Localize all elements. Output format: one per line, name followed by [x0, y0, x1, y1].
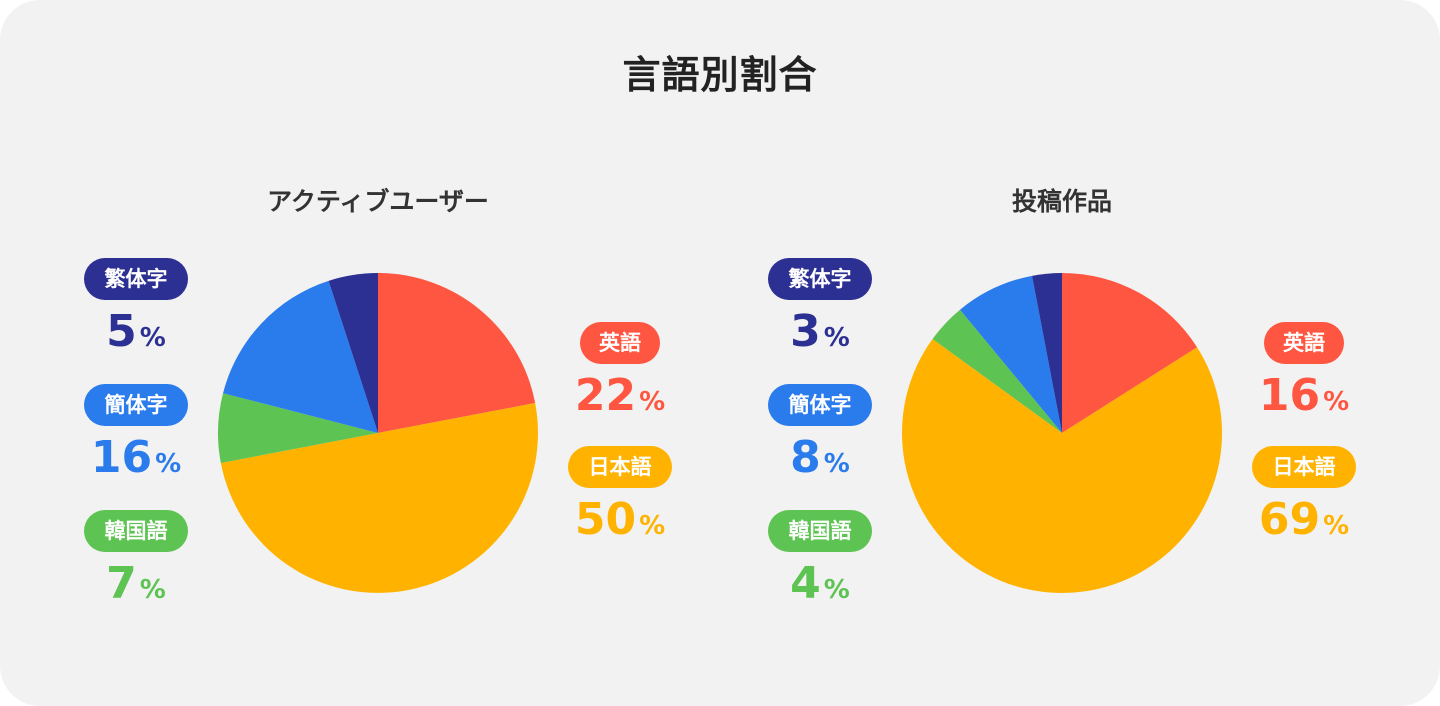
legend-pill-japanese: 日本語	[1252, 446, 1356, 488]
value-english: 16%	[1234, 370, 1374, 421]
value-number: 50	[574, 494, 637, 545]
value-number: 4	[790, 558, 821, 609]
value-number: 8	[790, 432, 821, 483]
pie-slice-traditional-chinese	[328, 273, 378, 433]
legend-pill-traditional-chinese: 繁体字	[768, 258, 872, 300]
percent-sign: %	[1323, 387, 1350, 417]
legend-pill-traditional-chinese: 繁体字	[84, 258, 188, 300]
legend-pill-korean: 韓国語	[768, 510, 872, 552]
legend-pill-english: 英語	[1264, 322, 1344, 364]
value-number: 3	[790, 306, 821, 357]
percent-sign: %	[155, 449, 182, 479]
pie-slice-simplified-chinese	[223, 280, 378, 433]
pie-slice-korean	[217, 393, 378, 463]
percent-sign: %	[139, 323, 166, 353]
value-number: 16	[1258, 370, 1321, 421]
value-number: 16	[90, 432, 153, 483]
value-japanese: 69%	[1234, 494, 1374, 545]
pie-chart-posted-works	[901, 273, 1222, 594]
legend-pill-simplified-chinese: 簡体字	[768, 384, 872, 426]
value-english: 22%	[550, 370, 690, 421]
pie-slice-japanese	[220, 403, 538, 593]
percent-sign: %	[139, 575, 166, 605]
value-korean: 4%	[750, 558, 890, 609]
value-korean: 7%	[66, 558, 206, 609]
chart-title-posted-works: 投稿作品	[1011, 187, 1112, 216]
value-traditional-chinese: 3%	[750, 306, 890, 357]
value-number: 7	[106, 558, 137, 609]
value-simplified-chinese: 16%	[66, 432, 206, 483]
pie-slice-japanese	[901, 338, 1222, 594]
legend-pill-korean: 韓国語	[84, 510, 188, 552]
legend-pill-english: 英語	[580, 322, 660, 364]
value-traditional-chinese: 5%	[66, 306, 206, 357]
value-number: 5	[106, 306, 137, 357]
pie-chart-active-users	[217, 273, 538, 593]
pie-slice-english	[1062, 273, 1198, 433]
legend-pill-simplified-chinese: 簡体字	[84, 384, 188, 426]
percent-sign: %	[1323, 511, 1350, 541]
value-number: 22	[574, 370, 637, 421]
percent-sign: %	[639, 511, 666, 541]
pie-slice-simplified-chinese	[960, 275, 1062, 433]
pie-slice-traditional-chinese	[1032, 273, 1062, 433]
value-number: 69	[1258, 494, 1321, 545]
percent-sign: %	[639, 387, 666, 417]
legend-pill-japanese: 日本語	[568, 446, 672, 488]
page-title: 言語別割合	[622, 53, 818, 97]
value-japanese: 50%	[550, 494, 690, 545]
chart-title-active-users: アクティブユーザー	[267, 187, 489, 216]
percent-sign: %	[823, 449, 850, 479]
pie-slice-korean	[932, 309, 1062, 433]
percent-sign: %	[823, 323, 850, 353]
pie-slice-english	[378, 273, 536, 433]
percent-sign: %	[823, 575, 850, 605]
value-simplified-chinese: 8%	[750, 432, 890, 483]
